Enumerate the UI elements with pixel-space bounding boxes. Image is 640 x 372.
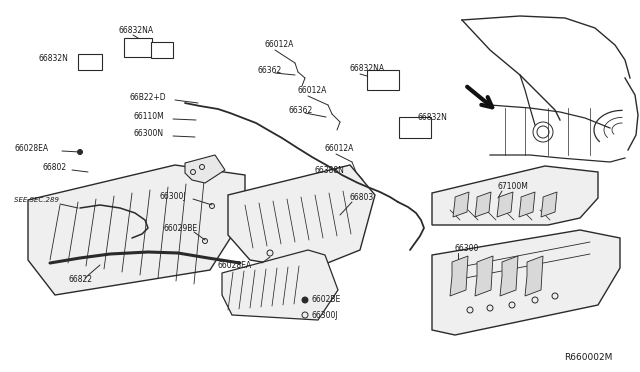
- Polygon shape: [519, 192, 535, 217]
- Text: 66803: 66803: [350, 192, 374, 202]
- Polygon shape: [228, 165, 375, 270]
- Text: 66300J: 66300J: [312, 311, 339, 320]
- Text: 66028EA: 66028EA: [14, 144, 48, 153]
- Polygon shape: [432, 230, 620, 335]
- Text: 66110M: 66110M: [133, 112, 164, 121]
- Text: 66822: 66822: [68, 276, 92, 285]
- Text: 66832NA: 66832NA: [118, 26, 153, 35]
- Text: 66362: 66362: [258, 65, 282, 74]
- Bar: [367, 70, 399, 90]
- Text: 6602BE: 6602BE: [312, 295, 341, 305]
- Text: 66029BE: 66029BE: [164, 224, 198, 232]
- Circle shape: [302, 297, 308, 303]
- Bar: [151, 42, 173, 58]
- Text: 67100M: 67100M: [498, 182, 529, 190]
- Text: SEE SEC.289: SEE SEC.289: [14, 197, 59, 203]
- Bar: [399, 116, 431, 138]
- Polygon shape: [497, 192, 513, 217]
- Polygon shape: [475, 192, 491, 217]
- Polygon shape: [475, 256, 493, 296]
- Polygon shape: [453, 192, 469, 217]
- Text: 66362: 66362: [289, 106, 313, 115]
- Polygon shape: [28, 165, 245, 295]
- Polygon shape: [500, 256, 518, 296]
- Polygon shape: [222, 250, 338, 320]
- Bar: [124, 38, 152, 57]
- Text: 66300: 66300: [455, 244, 479, 253]
- Text: R660002M: R660002M: [564, 353, 613, 362]
- Circle shape: [77, 150, 83, 154]
- Polygon shape: [541, 192, 557, 217]
- Text: 66012A: 66012A: [265, 39, 294, 48]
- Polygon shape: [185, 155, 225, 183]
- Text: 66832NA: 66832NA: [350, 64, 385, 73]
- Text: 66012A: 66012A: [325, 144, 355, 153]
- Text: 66832N: 66832N: [418, 112, 448, 122]
- Text: 66B22+D: 66B22+D: [130, 93, 166, 102]
- Text: 66388N: 66388N: [315, 166, 345, 174]
- Text: 66300N: 66300N: [133, 128, 163, 138]
- Text: 66802: 66802: [42, 163, 66, 171]
- Polygon shape: [525, 256, 543, 296]
- Polygon shape: [450, 256, 468, 296]
- Polygon shape: [432, 166, 598, 225]
- Text: 66832N: 66832N: [38, 54, 68, 62]
- Text: 66028EA: 66028EA: [218, 260, 252, 269]
- Text: 66012A: 66012A: [298, 86, 328, 94]
- Text: 66300J: 66300J: [160, 192, 187, 201]
- Bar: [78, 54, 102, 70]
